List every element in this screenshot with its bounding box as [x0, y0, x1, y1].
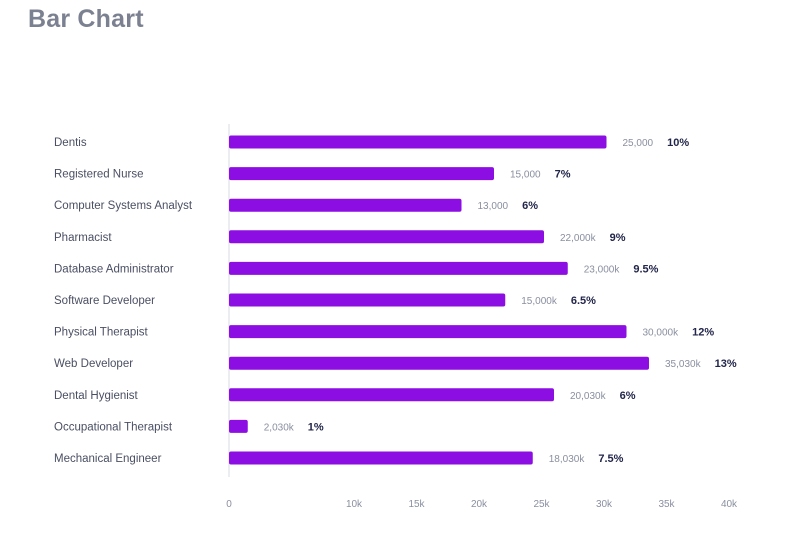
bar	[229, 325, 627, 339]
category-label: Occupational Therapist	[54, 421, 173, 433]
value-label: 18,030k	[549, 454, 586, 465]
bar	[229, 167, 494, 181]
bar	[229, 419, 248, 433]
percent-label: 7%	[555, 169, 571, 181]
percent-label: 10%	[667, 137, 689, 149]
percent-label: 13%	[715, 358, 737, 370]
category-label: Database Administrator	[54, 263, 174, 275]
x-tick-label: 40k	[721, 499, 738, 510]
x-tick-label: 35k	[658, 499, 675, 510]
chart-title: Bar Chart	[28, 5, 144, 33]
percent-label: 9.5%	[633, 263, 658, 275]
value-label: 22,000k	[560, 233, 597, 244]
bar	[229, 293, 506, 307]
percent-label: 6.5%	[571, 295, 596, 307]
bar	[229, 261, 568, 275]
category-label: Pharmacist	[54, 232, 112, 244]
x-tick-label: 15k	[408, 499, 425, 510]
value-label: 35,030k	[665, 359, 702, 370]
value-label: 15,000k	[521, 296, 558, 307]
x-tick-label: 0	[226, 499, 232, 510]
value-label: 30,000k	[643, 328, 680, 339]
bar	[229, 198, 462, 212]
value-label: 23,000k	[584, 264, 621, 275]
percent-label: 9%	[610, 232, 626, 244]
percent-label: 1%	[308, 421, 324, 433]
category-label: Mechanical Engineer	[54, 453, 162, 465]
value-label: 20,030k	[570, 391, 607, 402]
value-label: 25,000	[623, 138, 654, 149]
x-tick-label: 20k	[471, 499, 488, 510]
category-label: Software Developer	[54, 295, 155, 307]
value-label: 15,000	[510, 170, 541, 181]
category-label: Dentis	[54, 137, 87, 149]
category-label: Registered Nurse	[54, 169, 143, 181]
bar	[229, 451, 533, 465]
percent-label: 7.5%	[598, 453, 623, 465]
x-tick-label: 25k	[533, 499, 550, 510]
value-label: 2,030k	[264, 422, 295, 433]
value-label: 13,000	[478, 201, 509, 212]
category-label: Dental Hygienist	[54, 390, 139, 402]
x-tick-label: 30k	[596, 499, 613, 510]
category-label: Web Developer	[54, 358, 133, 370]
percent-label: 12%	[692, 327, 714, 339]
category-label: Computer Systems Analyst	[54, 200, 193, 212]
bar	[229, 230, 544, 244]
x-tick-label: 10k	[346, 499, 363, 510]
category-label: Physical Therapist	[54, 327, 149, 339]
bar	[229, 356, 649, 370]
percent-label: 6%	[522, 200, 538, 212]
percent-label: 6%	[620, 390, 636, 402]
bar	[229, 135, 607, 149]
bar	[229, 388, 554, 402]
